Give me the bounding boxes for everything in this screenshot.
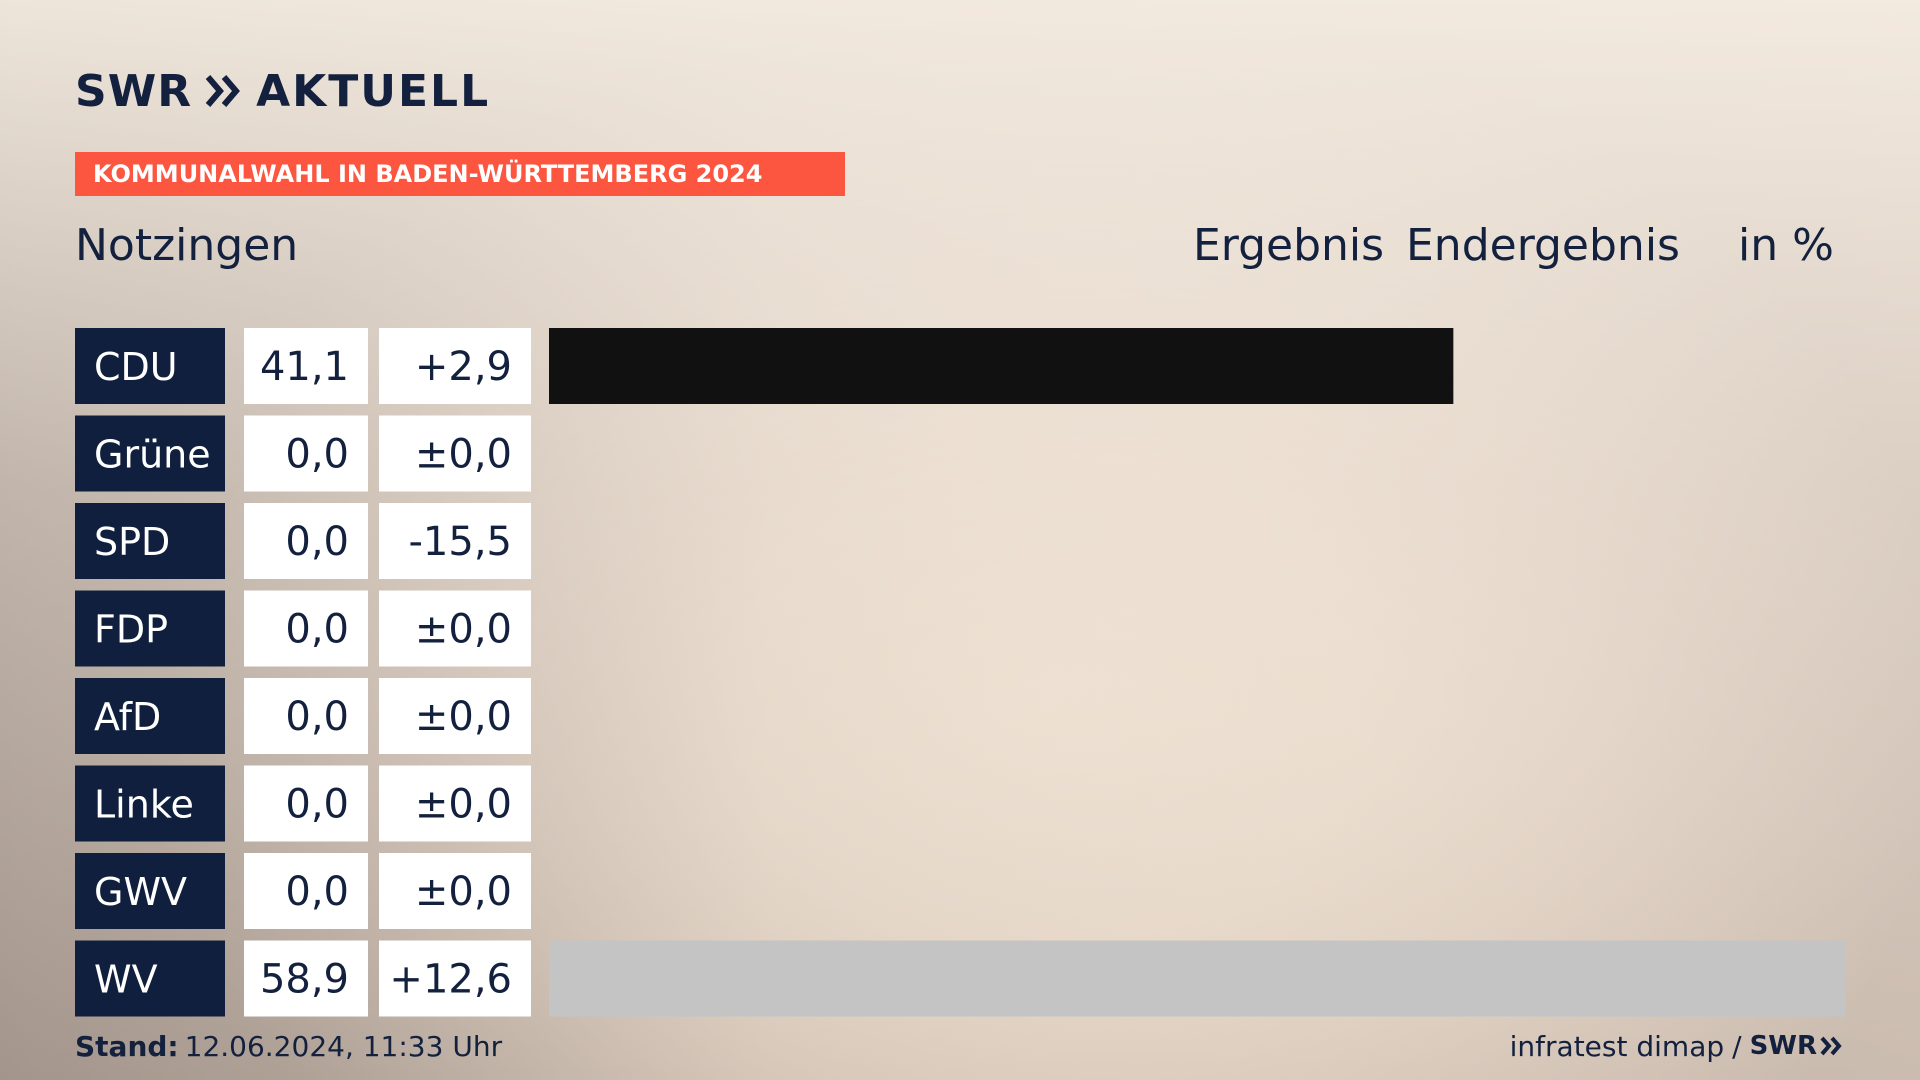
value-label-spd: 0,0 [285, 519, 349, 565]
party-label-cdu: CDU [94, 345, 178, 389]
swr-aktuell-logo: SWR AKTUELL [75, 65, 491, 117]
value-cell-gwv [244, 853, 368, 929]
column-header-ergebnis: Ergebnis [1193, 220, 1385, 271]
party-label-wv: WV [94, 958, 158, 1002]
change-cell-cdu [379, 328, 531, 404]
change-label-cdu: +2,9 [415, 344, 512, 390]
change-cell-gr-ne [379, 415, 531, 492]
change-label-wv: +12,6 [389, 957, 512, 1003]
banner-text: KOMMUNALWAHL IN BADEN-WÜRTTEMBERG 2024 [93, 160, 763, 188]
party-box-afd [75, 678, 225, 754]
source-separator: / [1732, 1029, 1742, 1063]
value-label-wv: 58,9 [260, 957, 349, 1003]
party-label-gwv: GWV [94, 870, 187, 914]
value-label-fdp: 0,0 [285, 607, 349, 653]
column-header-unit: in % [1738, 220, 1834, 271]
timestamp: Stand: 12.06.2024, 11:33 Uhr [75, 1028, 502, 1064]
party-box-fdp [75, 590, 225, 667]
value-cell-afd [244, 678, 368, 754]
change-cell-spd [379, 503, 531, 579]
party-label-afd: AfD [94, 695, 161, 739]
value-cell-wv [244, 940, 368, 1017]
bar-wv [549, 940, 1845, 1017]
value-cell-cdu [244, 328, 368, 404]
party-box-gr-ne [75, 415, 225, 492]
party-box-gwv [75, 853, 225, 929]
party-label-spd: SPD [94, 520, 170, 564]
change-label-fdp: ±0,0 [415, 607, 512, 653]
stand-value: 12.06.2024, 11:33 Uhr [184, 1029, 503, 1063]
value-label-cdu: 41,1 [260, 344, 349, 390]
change-label-gwv: ±0,0 [415, 869, 512, 915]
value-label-afd: 0,0 [285, 694, 349, 740]
change-cell-afd [379, 678, 531, 754]
small-double-chevron-icon [1820, 1036, 1842, 1056]
place-title: Notzingen [75, 220, 299, 271]
party-box-linke [75, 765, 225, 842]
logo-aktuell-text: AKTUELL [256, 65, 491, 117]
value-label-linke: 0,0 [285, 782, 349, 828]
change-cell-linke [379, 765, 531, 842]
party-box-spd [75, 503, 225, 579]
party-label-gr-ne: Grüne [94, 433, 211, 477]
party-box-wv [75, 940, 225, 1017]
change-label-afd: ±0,0 [415, 694, 512, 740]
source-text: infratest dimap [1509, 1029, 1725, 1063]
source-brand: SWR [1749, 1031, 1817, 1061]
bar-cdu [549, 328, 1454, 404]
double-chevron-icon [205, 75, 241, 107]
value-label-gr-ne: 0,0 [285, 432, 349, 478]
election-banner: KOMMUNALWAHL IN BADEN-WÜRTTEMBERG 2024 [75, 152, 845, 196]
change-cell-fdp [379, 590, 531, 667]
value-cell-linke [244, 765, 368, 842]
stand-label: Stand: [75, 1029, 179, 1063]
change-cell-gwv [379, 853, 531, 929]
value-cell-spd [244, 503, 368, 579]
change-label-spd: -15,5 [409, 519, 513, 565]
column-header-endergebnis: Endergebnis [1406, 220, 1680, 271]
party-label-linke: Linke [94, 783, 194, 827]
change-label-gr-ne: ±0,0 [415, 432, 512, 478]
value-cell-gr-ne [244, 415, 368, 492]
source-credit: infratest dimap / SWR [1510, 1028, 1845, 1064]
party-label-fdp: FDP [94, 608, 168, 652]
change-cell-wv [379, 940, 531, 1017]
value-cell-fdp [244, 590, 368, 667]
value-label-gwv: 0,0 [285, 869, 349, 915]
party-box-cdu [75, 328, 225, 404]
change-label-linke: ±0,0 [415, 782, 512, 828]
logo-swr-text: SWR [75, 65, 193, 117]
